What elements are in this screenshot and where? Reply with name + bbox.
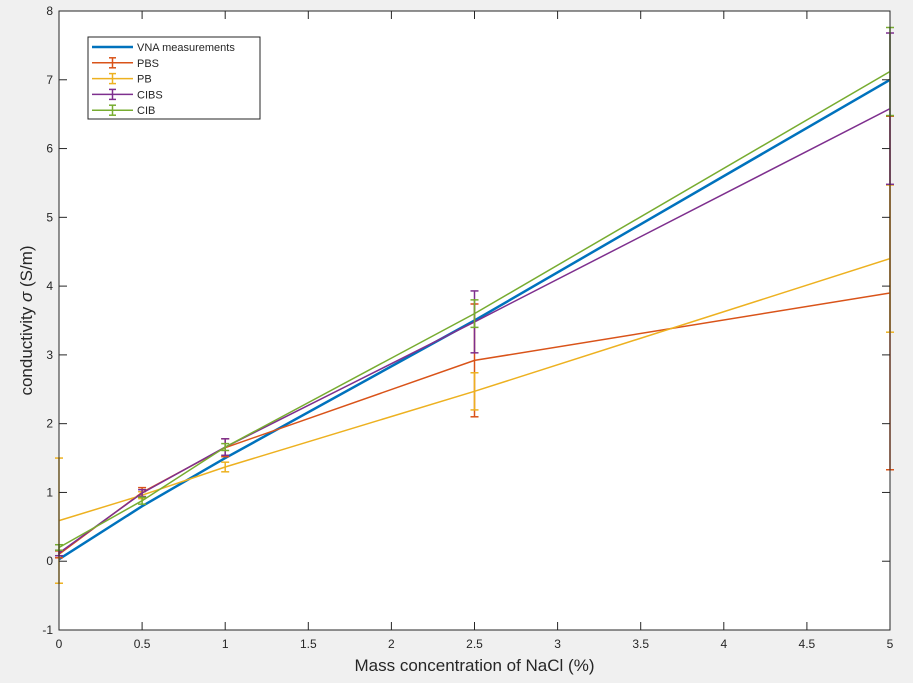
x-tick-label: 2.5 [466,637,483,651]
y-tick-label: 3 [46,348,53,362]
x-tick-label: 3.5 [632,637,649,651]
legend-label: CIB [137,105,155,117]
x-axis-title: Mass concentration of NaCl (%) [355,656,595,675]
legend-label: PBS [137,58,159,70]
legend-label: VNA measurements [137,42,235,54]
x-tick-label: 2 [388,637,395,651]
y-tick-label: 6 [46,142,53,156]
x-tick-label: 0.5 [134,637,151,651]
y-axis-title-symbol: σ [17,291,36,302]
series-vna-measurements [58,78,891,561]
x-tick-label: 0 [56,637,63,651]
x-tick-label: 5 [887,637,894,651]
legend-label: CIBS [137,89,163,101]
legend-entry: VNA measurements [92,42,235,54]
y-axis-title-suffix: (S/m) [17,245,36,291]
legend-entry: PB [92,72,152,86]
x-tick-label: 1.5 [300,637,317,651]
error-bar [470,372,479,411]
y-tick-label: 7 [46,73,53,87]
legend-entry: PBS [92,57,159,70]
y-tick-label: -1 [42,623,53,637]
legend-entry: CIBS [92,88,163,101]
y-tick-label: 2 [46,417,53,431]
x-tick-label: 3 [554,637,561,651]
x-tick-label: 4.5 [799,637,816,651]
axes [58,10,891,631]
y-tick-label: 0 [46,554,53,568]
y-axis-title-prefix: conductivity [17,302,36,396]
error-bar [221,442,230,452]
y-tick-label: 5 [46,210,53,224]
legend: VNA measurements PBS PB CIBS CIB [87,36,261,120]
error-bar [470,299,479,329]
y-tick-label: 8 [46,4,53,18]
series-line [58,78,891,561]
x-tick-label: 1 [222,637,229,651]
y-tick-label: 4 [46,279,53,293]
x-tick-label: 4 [720,637,727,651]
y-tick-label: 1 [46,485,53,499]
legend-entries: VNA measurements PBS PB CIBS CIB [92,42,235,117]
error-bar [138,496,147,505]
legend-label: PB [137,74,152,86]
y-axis-title: conductivity σ (S/m) [17,245,36,395]
legend-entry: CIB [92,104,155,117]
error-bar [221,461,230,473]
